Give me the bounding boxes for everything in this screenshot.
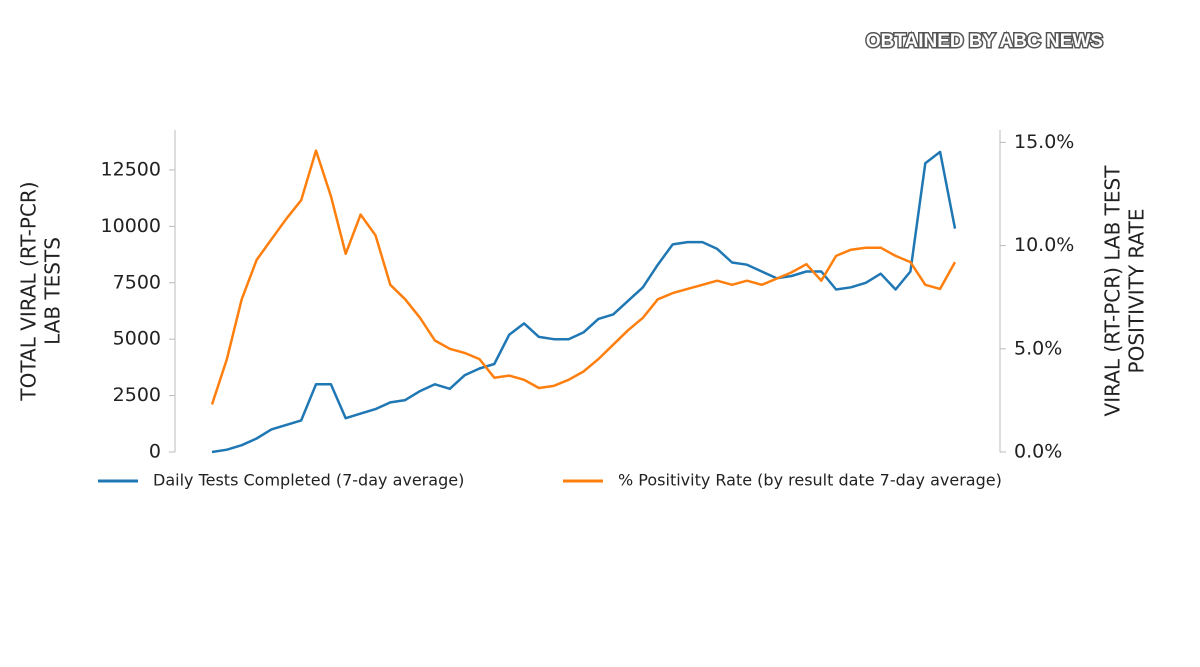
watermark: OBTAINED BY ABC NEWS [866, 31, 1103, 52]
y-tick-label: 7500 [113, 271, 161, 293]
series-line [210, 149, 957, 405]
y-tick-label: 10000 [101, 215, 161, 237]
y-tick-label: 5000 [113, 328, 161, 350]
y-tick-label: 12500 [101, 158, 161, 180]
y-axis-title: LAB TESTS [41, 237, 65, 345]
y-axis-title: TOTAL VIRAL (RT-PCR) [17, 181, 41, 401]
y2-tick-label: 5.0% [1014, 337, 1062, 359]
y2-axis-title: VIRAL (RT-PCR) LAB TEST [1101, 165, 1125, 417]
y2-tick-label: 0.0% [1014, 441, 1062, 463]
y-tick-label: 2500 [113, 384, 161, 406]
legend-label: % Positivity Rate (by result date 7-day … [618, 471, 1002, 490]
legend-label: Daily Tests Completed (7-day average) [153, 471, 464, 490]
y-tick-label: 0 [149, 441, 161, 463]
y2-axis-title: POSITIVITY RATE [1125, 209, 1149, 374]
y2-tick-label: 15.0% [1014, 131, 1074, 153]
series-line [211, 150, 957, 454]
y2-tick-label: 10.0% [1014, 234, 1074, 256]
